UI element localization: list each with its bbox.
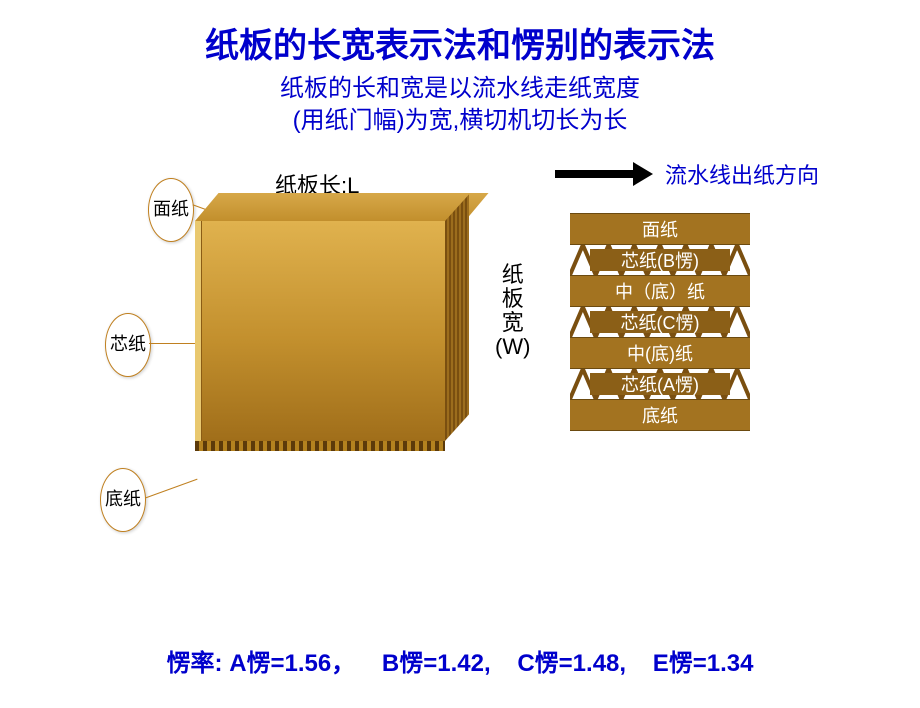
callout-face-paper: 面纸 xyxy=(148,178,194,242)
board-bottom-flute-strip xyxy=(195,441,445,451)
arrow-icon xyxy=(555,170,635,178)
board-width-label: 纸 板 宽 (W) xyxy=(495,263,530,360)
flute-rate-e: E愣=1.34 xyxy=(653,650,754,677)
flute-layer: 芯纸(A愣) xyxy=(570,369,750,399)
flow-direction-row: 流水线出纸方向 xyxy=(555,158,819,190)
diagram-area: 面纸 芯纸 底纸 纸板长:L 纸 板 宽 (W) 流水线出纸方向 面纸芯纸(B愣… xyxy=(0,138,920,598)
flute-rate-b: B愣=1.42, xyxy=(382,650,491,677)
flute-layer-label: 芯纸(C愣) xyxy=(570,307,750,337)
flute-rate-footer: 愣率: A愣=1.56， B愣=1.42, C愣=1.48, E愣=1.34 xyxy=(0,643,920,678)
label-w-char: 纸 xyxy=(495,263,530,287)
flute-rate-c: C愣=1.48, xyxy=(517,650,626,677)
flute-layer-label: 芯纸(B愣) xyxy=(570,245,750,275)
flute-rate-prefix: 愣率: xyxy=(167,650,230,677)
label-w-char: 板 xyxy=(495,287,530,311)
board-left-edge xyxy=(195,221,202,441)
corrugated-layer-stack: 面纸芯纸(B愣)中（底）纸芯纸(C愣)中(底)纸芯纸(A愣)底纸 xyxy=(570,213,750,431)
callout-bottom-paper: 底纸 xyxy=(100,468,146,532)
page-title: 纸板的长宽表示法和愣别的表示法 xyxy=(0,18,920,67)
flute-rate-a: A愣=1.56， xyxy=(229,650,355,677)
flat-layer: 中（底）纸 xyxy=(570,275,750,307)
flute-layer-label: 芯纸(A愣) xyxy=(570,369,750,399)
flute-layer: 芯纸(B愣) xyxy=(570,245,750,275)
board-side-face xyxy=(445,194,469,441)
callout-core-paper: 芯纸 xyxy=(105,313,151,377)
flute-layer: 芯纸(C愣) xyxy=(570,307,750,337)
flow-direction-label: 流水线出纸方向 xyxy=(665,158,819,190)
flat-layer: 中(底)纸 xyxy=(570,337,750,369)
board-top-face xyxy=(195,193,488,221)
page-subtitle: 纸板的长和宽是以流水线走纸宽度 (用纸门幅)为宽,横切机切长为长 xyxy=(0,73,920,138)
subtitle-line-1: 纸板的长和宽是以流水线走纸宽度 xyxy=(0,73,920,105)
label-w-char: (W) xyxy=(495,335,530,359)
board-front-face xyxy=(195,221,445,441)
callout-line xyxy=(145,478,197,498)
subtitle-line-2: (用纸门幅)为宽,横切机切长为长 xyxy=(0,105,920,137)
flat-layer: 面纸 xyxy=(570,213,750,245)
label-w-char: 宽 xyxy=(495,311,530,335)
flat-layer: 底纸 xyxy=(570,399,750,431)
callout-line xyxy=(149,343,197,344)
cardboard-3d xyxy=(195,193,465,453)
